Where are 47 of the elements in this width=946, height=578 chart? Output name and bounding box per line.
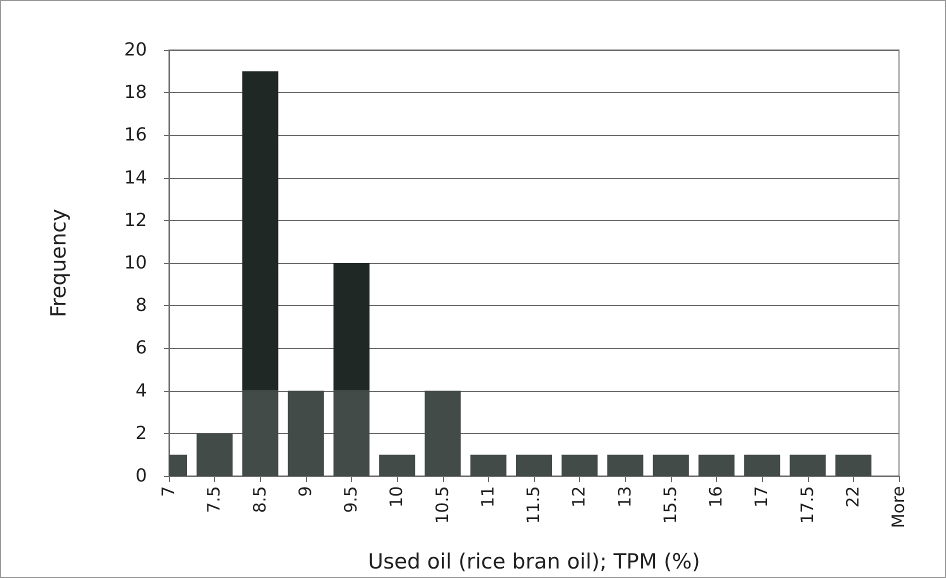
bar bbox=[333, 263, 370, 391]
y-tick-label: 0 bbox=[136, 466, 147, 486]
bar bbox=[333, 390, 370, 476]
bar bbox=[242, 71, 278, 391]
bar bbox=[562, 454, 598, 476]
y-tick-label: 4 bbox=[136, 380, 147, 402]
y-tick-label: 8 bbox=[136, 295, 147, 316]
x-tick-label: 7 bbox=[159, 486, 179, 497]
bar bbox=[379, 454, 416, 476]
x-tick-label: 9.5 bbox=[342, 486, 362, 514]
x-tick-label: 7.5 bbox=[204, 486, 225, 514]
y-tick-label: 2 bbox=[136, 422, 147, 444]
y-tick-label: 18 bbox=[124, 82, 147, 104]
bar bbox=[516, 454, 552, 476]
bar bbox=[242, 390, 278, 476]
y-tick-label: 20 bbox=[124, 40, 147, 60]
bar bbox=[835, 454, 872, 476]
x-tick-label: More bbox=[889, 486, 909, 528]
x-tick-label: 16 bbox=[706, 486, 726, 508]
bar bbox=[424, 390, 461, 476]
x-tick-label: 8.5 bbox=[250, 486, 270, 514]
y-tick-label: 10 bbox=[124, 252, 147, 274]
x-tick-label: 17.5 bbox=[798, 486, 818, 524]
x-tick-label: 11.5 bbox=[524, 486, 544, 524]
x-tick-label: 12 bbox=[570, 486, 590, 508]
bar bbox=[790, 454, 826, 476]
x-tick-label: 15.5 bbox=[660, 486, 681, 524]
bar bbox=[744, 454, 780, 476]
bar bbox=[288, 390, 324, 476]
x-tick-label: 10 bbox=[387, 486, 408, 508]
x-tick-label: 10.5 bbox=[432, 486, 453, 524]
y-tick-label: 14 bbox=[124, 167, 147, 188]
bar bbox=[698, 454, 735, 476]
x-tick-label: 9 bbox=[296, 486, 316, 497]
y-tick-label: 12 bbox=[124, 210, 147, 231]
bar bbox=[196, 433, 233, 476]
y-tick-label: 6 bbox=[136, 338, 147, 359]
y-tick-label: 16 bbox=[124, 124, 147, 146]
bar bbox=[607, 454, 644, 476]
x-tick-label: 17 bbox=[752, 486, 772, 508]
x-tick-label: 11 bbox=[478, 486, 498, 508]
bar bbox=[652, 454, 689, 476]
y-axis-title: Frequency bbox=[46, 208, 70, 318]
x-tick-label: 22 bbox=[843, 486, 864, 508]
bar bbox=[470, 454, 506, 476]
x-axis-title: Used oil (rice bran oil); TPM (%) bbox=[368, 550, 700, 574]
x-tick-label: 13 bbox=[615, 486, 636, 508]
